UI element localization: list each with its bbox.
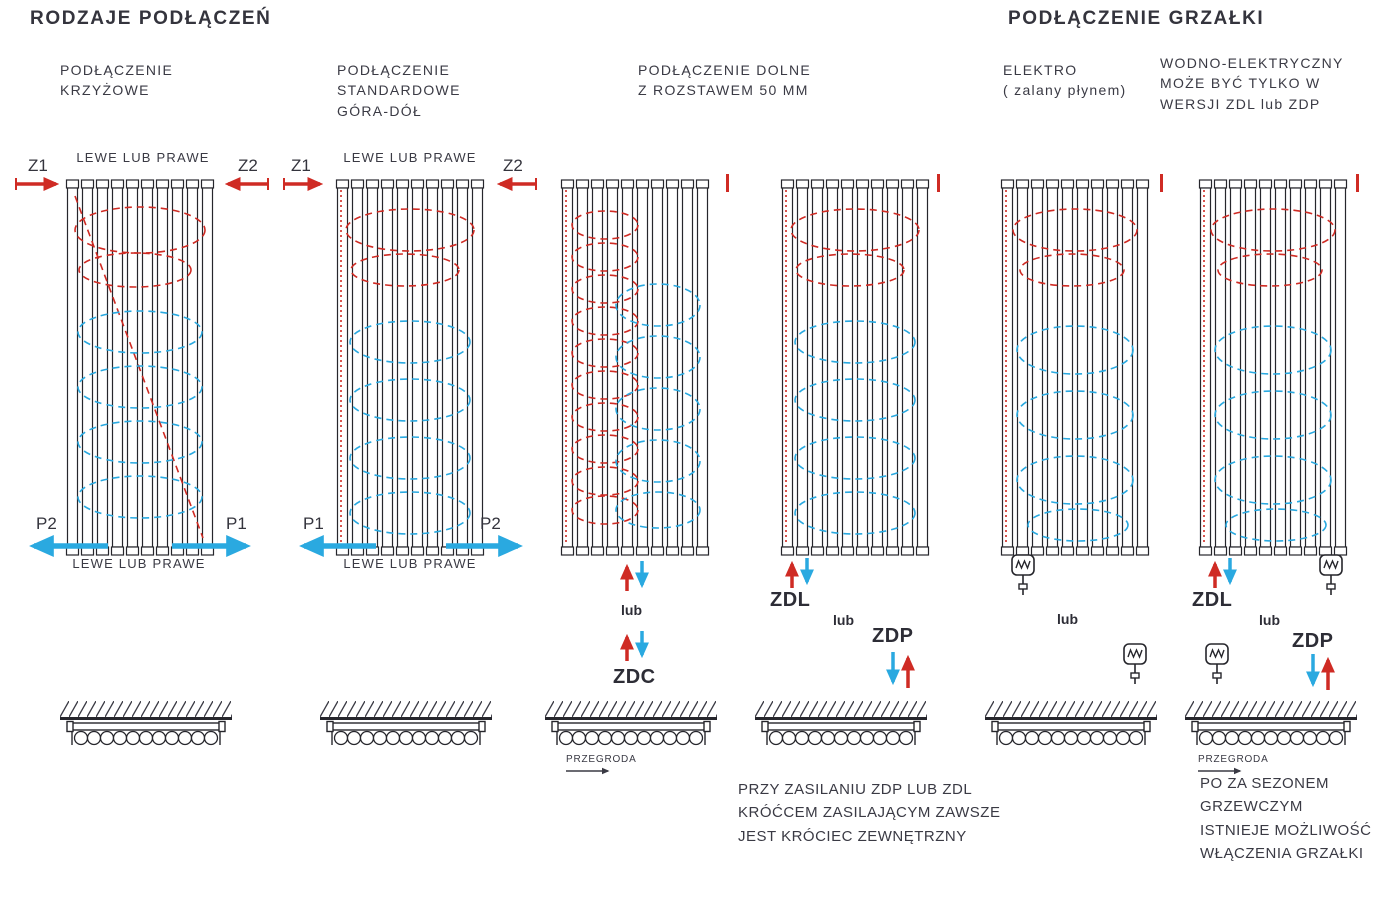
label-zdp-6: ZDP <box>1292 630 1334 652</box>
caption-krzyzowe: PODŁĄCZENIE KRZYŻOWE <box>60 62 174 99</box>
label-p1-2: P1 <box>303 514 324 533</box>
label-z1-1: Z1 <box>28 156 48 175</box>
radiator-elektro <box>1000 179 1150 556</box>
wall-section-6 <box>1183 699 1359 747</box>
wall-section-1 <box>58 699 234 747</box>
red-tick-4-icon <box>937 174 940 192</box>
wall-section-5 <box>983 699 1159 747</box>
label-zdl-6: ZDL <box>1192 589 1233 611</box>
return-arrow-p2-1-icon <box>29 535 108 557</box>
label-lub-3: lub <box>621 602 642 618</box>
label-przegroda-3: PRZEGRODA <box>566 754 637 765</box>
red-tick-5-icon <box>1160 174 1163 192</box>
label-lewe-lub-prawe-top-2: LEWE LUB PRAWE <box>343 150 477 165</box>
przegroda-arrow-3-icon <box>566 767 610 775</box>
radiator-wodno-elektryczny <box>1198 179 1348 556</box>
zdl-arrows-6-icon <box>1208 558 1237 588</box>
return-arrow-p1-1-icon <box>172 535 251 557</box>
supply-arrow-z2-2-icon <box>496 177 537 191</box>
radiator-krzyzowe <box>65 179 215 556</box>
radiator-zdl-zdp <box>780 179 930 556</box>
label-lub-6: lub <box>1259 612 1280 628</box>
label-lewe-lub-prawe-top-1: LEWE LUB PRAWE <box>76 150 210 165</box>
red-tick-6-icon <box>1356 174 1359 192</box>
red-tick-3-icon <box>726 174 729 192</box>
label-p1-1: P1 <box>226 514 247 533</box>
return-arrow-p2-2-icon <box>446 535 523 557</box>
wall-section-3 <box>543 699 719 747</box>
label-z2-1: Z2 <box>238 156 258 175</box>
return-arrow-p1-2-icon <box>299 535 376 557</box>
zdp-arrows-6-icon <box>1306 654 1335 690</box>
radiator-standardowe <box>335 179 485 556</box>
heater-icon <box>1205 643 1229 685</box>
caption-standardowe: PODŁĄCZENIE STANDARDOWE GÓRA-DÓŁ <box>337 62 461 119</box>
note-grzalka: PO ZA SEZONEM GRZEWCZYM ISTNIEJE MOŻLIWO… <box>1200 775 1372 862</box>
label-p2-1: P2 <box>36 514 57 533</box>
caption-wodno-elektryczny: WODNO-ELEKTRYCZNY MOŻE BYĆ TYLKO W WERSJ… <box>1160 55 1344 112</box>
caption-dolne: PODŁĄCZENIE DOLNE Z ROZSTAWEM 50 MM <box>638 62 812 99</box>
label-zdc: ZDC <box>613 666 656 688</box>
label-lewe-lub-prawe-bottom-2: LEWE LUB PRAWE <box>343 556 477 571</box>
przegroda-arrow-6-icon <box>1198 767 1242 775</box>
label-p2-2: P2 <box>480 514 501 533</box>
caption-elektro: ELEKTRO ( zalany płynem) <box>1003 62 1127 99</box>
heater-icon <box>1123 643 1147 685</box>
supply-arrow-z1-2-icon <box>283 177 324 191</box>
section-title-right: PODŁĄCZENIE GRZAŁKI <box>1008 8 1265 29</box>
zdp-arrows-4-icon <box>886 652 915 688</box>
zdl-arrows-4-icon <box>785 558 814 588</box>
label-zdp-4: ZDP <box>872 625 914 647</box>
label-z1-2: Z1 <box>291 156 311 175</box>
label-z2-2: Z2 <box>503 156 523 175</box>
supply-arrow-z2-1-icon <box>224 177 269 191</box>
note-zdp-zdl: PRZY ZASILANIU ZDP LUB ZDL KRÓĆCEM ZASIL… <box>738 781 1001 845</box>
bottom-pair-arrows-3b-icon <box>620 631 649 661</box>
radiator-dolne <box>560 179 710 556</box>
label-zdl-4: ZDL <box>770 589 811 611</box>
section-title-left: RODZAJE PODŁĄCZEŃ <box>30 8 272 29</box>
supply-arrow-z1-1-icon <box>15 177 60 191</box>
wall-section-2 <box>318 699 494 747</box>
label-lub-4: lub <box>833 612 854 628</box>
bottom-pair-arrows-3a-icon <box>620 561 649 591</box>
label-przegroda-6: PRZEGRODA <box>1198 754 1269 765</box>
label-lub-5: lub <box>1057 611 1078 627</box>
label-lewe-lub-prawe-bottom-1: LEWE LUB PRAWE <box>72 556 206 571</box>
heater-icon <box>1319 554 1343 596</box>
wall-section-4 <box>753 699 929 747</box>
heater-icon <box>1011 554 1035 596</box>
